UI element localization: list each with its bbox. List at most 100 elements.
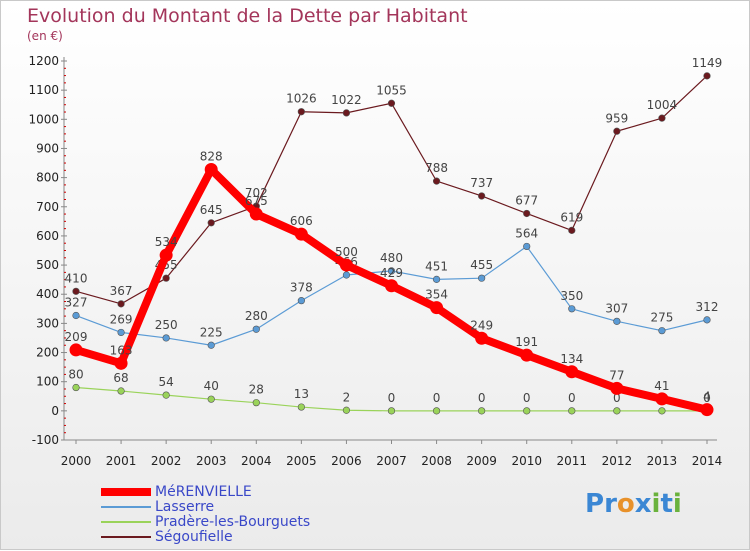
- x-tick-label: 2011: [557, 454, 588, 468]
- data-label-Ségoufielle: 410: [65, 271, 88, 285]
- data-label-Lasserre: 250: [155, 318, 178, 332]
- data-label-Ségoufielle: 788: [425, 161, 448, 175]
- data-label-MéRENVIELLE: 249: [470, 318, 493, 332]
- data-point-MéRENVIELLE: [475, 331, 489, 345]
- data-label-MéRENVIELLE: 828: [200, 149, 223, 163]
- x-tick-label: 2014: [692, 454, 723, 468]
- data-point-Ségoufielle: [342, 109, 351, 117]
- data-point-Ségoufielle: [568, 226, 576, 234]
- data-point-Pradère-les-Bourguets: [297, 403, 305, 411]
- y-tick-label: -100: [32, 433, 59, 447]
- legend-label: Pradère-les-Bourguets: [155, 514, 311, 530]
- legend-label: MéRENVIELLE: [155, 484, 252, 500]
- x-tick-label: 2003: [196, 454, 227, 468]
- data-point-Lasserre: [252, 325, 260, 333]
- data-point-Lasserre: [703, 316, 711, 324]
- x-tick-label: 2000: [61, 454, 92, 468]
- logo-letter: i: [651, 489, 661, 519]
- data-label-Pradère-les-Bourguets: 80: [68, 368, 83, 382]
- data-label-MéRENVIELLE: 429: [380, 266, 403, 280]
- data-point-Ségoufielle: [387, 99, 396, 107]
- data-label-Ségoufielle: 1022: [331, 93, 362, 107]
- data-point-Ségoufielle: [703, 72, 711, 80]
- y-tick-label: 300: [36, 316, 59, 330]
- data-point-Lasserre: [207, 341, 215, 349]
- data-point-Ségoufielle: [613, 127, 621, 135]
- data-label-Pradère-les-Bourguets: 0: [703, 391, 711, 405]
- data-point-MéRENVIELLE: [655, 392, 669, 406]
- data-label-Lasserre: 327: [65, 296, 88, 310]
- data-label-Lasserre: 564: [515, 226, 538, 240]
- data-label-Pradère-les-Bourguets: 54: [159, 375, 174, 389]
- logo-letter: P: [585, 489, 605, 519]
- legend-swatch: [101, 536, 151, 538]
- data-point-Lasserre: [297, 297, 305, 305]
- data-point-MéRENVIELLE: [204, 162, 218, 176]
- data-point-Pradère-les-Bourguets: [613, 407, 621, 415]
- data-point-MéRENVIELLE: [520, 348, 534, 362]
- data-label-MéRENVIELLE: 163: [110, 343, 133, 357]
- logo-letter: t: [660, 489, 673, 519]
- data-point-Pradère-les-Bourguets: [252, 399, 260, 407]
- x-tick-label: 2010: [511, 454, 542, 468]
- data-point-Pradère-les-Bourguets: [478, 407, 486, 415]
- data-label-Ségoufielle: 619: [560, 210, 583, 224]
- y-tick-label: 900: [36, 141, 59, 155]
- y-tick-label: 400: [36, 287, 59, 301]
- data-point-Lasserre: [523, 242, 531, 251]
- data-point-Pradère-les-Bourguets: [72, 383, 80, 392]
- x-tick-label: 2001: [106, 454, 137, 468]
- data-label-Pradère-les-Bourguets: 40: [204, 379, 219, 393]
- x-tick-label: 2004: [241, 454, 272, 468]
- data-label-Ségoufielle: 959: [605, 111, 628, 125]
- proxiti-logo: Proxiti: [585, 489, 682, 519]
- data-label-Lasserre: 455: [470, 258, 493, 272]
- data-point-Pradère-les-Bourguets: [568, 407, 576, 415]
- data-label-Ségoufielle: 702: [245, 186, 268, 200]
- data-label-Pradère-les-Bourguets: 13: [294, 387, 309, 401]
- data-label-Ségoufielle: 1055: [376, 83, 407, 97]
- y-tick-label: 800: [36, 171, 59, 185]
- data-label-Pradère-les-Bourguets: 0: [388, 391, 396, 405]
- data-label-MéRENVIELLE: 500: [335, 245, 358, 259]
- data-label-Ségoufielle: 1004: [647, 98, 678, 112]
- data-point-Lasserre: [613, 317, 621, 325]
- data-point-Pradère-les-Bourguets: [658, 407, 666, 415]
- data-label-Lasserre: 275: [650, 311, 673, 325]
- data-point-Ségoufielle: [162, 274, 170, 282]
- data-label-Ségoufielle: 367: [110, 284, 133, 298]
- legend-swatch: [101, 506, 151, 508]
- logo-letter: r: [604, 489, 617, 519]
- data-point-Lasserre: [478, 274, 486, 282]
- data-label-MéRENVIELLE: 606: [290, 214, 313, 228]
- data-point-Pradère-les-Bourguets: [207, 395, 215, 403]
- data-point-Lasserre: [342, 271, 351, 279]
- data-label-MéRENVIELLE: 209: [65, 330, 88, 344]
- y-tick-label: 700: [36, 200, 59, 214]
- data-point-Lasserre: [387, 267, 396, 275]
- logo-letter: i: [672, 489, 682, 519]
- data-label-Ségoufielle: 737: [470, 176, 493, 190]
- data-point-Ségoufielle: [432, 177, 441, 185]
- y-tick-label: 1200: [28, 54, 59, 68]
- data-point-Lasserre: [568, 305, 576, 313]
- data-point-Ségoufielle: [297, 108, 305, 116]
- data-label-Pradère-les-Bourguets: 0: [613, 391, 621, 405]
- data-label-Lasserre: 280: [245, 309, 268, 323]
- data-label-MéRENVIELLE: 41: [654, 379, 669, 393]
- y-tick-label: 1000: [28, 112, 59, 126]
- data-point-MéRENVIELLE: [339, 258, 353, 272]
- data-label-MéRENVIELLE: 191: [515, 335, 538, 349]
- data-label-MéRENVIELLE: 354: [425, 288, 448, 302]
- x-tick-label: 2006: [331, 454, 362, 468]
- data-label-Lasserre: 307: [605, 301, 628, 315]
- data-point-MéRENVIELLE: [565, 365, 579, 379]
- data-label-Ségoufielle: 645: [200, 203, 223, 217]
- data-point-Pradère-les-Bourguets: [523, 407, 531, 415]
- logo-letter: x: [634, 489, 652, 519]
- y-tick-label: 0: [51, 404, 59, 418]
- data-point-Ségoufielle: [117, 300, 125, 308]
- data-label-Lasserre: 225: [200, 325, 223, 339]
